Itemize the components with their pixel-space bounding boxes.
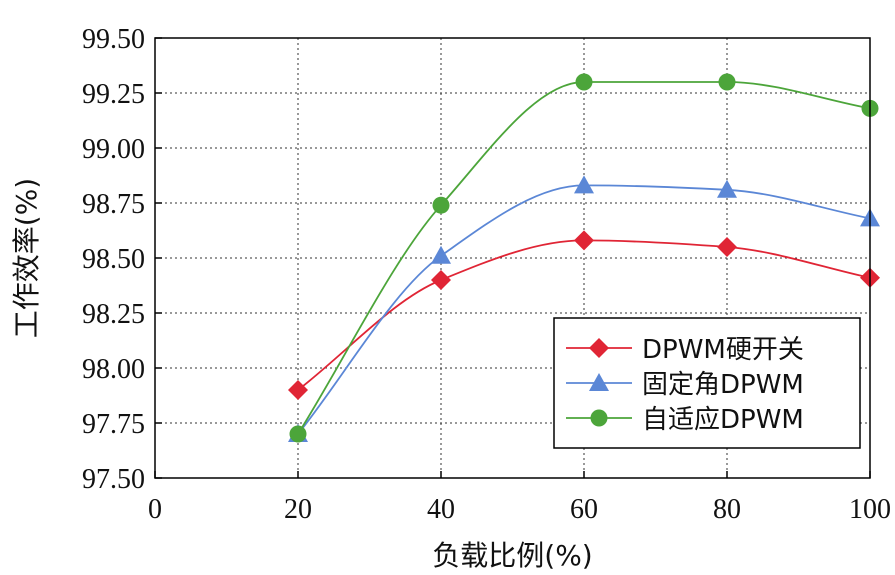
diamond-marker bbox=[717, 237, 737, 257]
triangle-marker bbox=[717, 179, 737, 198]
legend-label: DPWM硬开关 bbox=[642, 335, 804, 365]
triangle-marker bbox=[589, 373, 609, 391]
diamond-marker bbox=[574, 230, 594, 251]
x-axis-title: 负载比例(%) bbox=[432, 539, 592, 572]
y-tick-label: 97.75 bbox=[82, 409, 145, 440]
y-tick-label: 98.25 bbox=[82, 299, 145, 330]
triangle-marker bbox=[574, 175, 594, 194]
y-axis-title: 工作效率(%) bbox=[10, 178, 43, 338]
x-tick-label: 20 bbox=[284, 494, 312, 525]
circle-marker bbox=[575, 73, 593, 91]
diamond-marker bbox=[288, 380, 308, 400]
y-tick-label: 98.75 bbox=[82, 189, 145, 220]
axis-ticks: 0 20 40 60 80 100 97.50 97.75 98.00 98.25 98.50 98.… bbox=[82, 24, 891, 525]
x-tick-label: 0 bbox=[148, 494, 162, 525]
series-line bbox=[297, 184, 871, 435]
legend-label: 固定角DPWM bbox=[642, 370, 804, 400]
y-tick-label: 97.50 bbox=[82, 464, 145, 495]
legend-label: 自适应DPWM bbox=[642, 405, 804, 435]
circle-marker bbox=[718, 73, 736, 91]
series-line bbox=[297, 81, 871, 435]
series-layer bbox=[288, 73, 880, 443]
x-tick-label: 80 bbox=[713, 494, 741, 525]
circle-marker bbox=[289, 425, 307, 443]
y-tick-label: 99.00 bbox=[82, 134, 145, 165]
y-tick-label: 98.00 bbox=[82, 354, 145, 385]
circle-marker bbox=[590, 409, 608, 427]
diamond-marker bbox=[589, 338, 609, 358]
y-tick-label: 99.50 bbox=[82, 24, 145, 55]
y-tick-label: 99.25 bbox=[82, 79, 145, 110]
x-tick-label: 40 bbox=[427, 494, 455, 525]
triangle-marker bbox=[431, 245, 451, 264]
circle-marker bbox=[432, 196, 450, 214]
y-tick-label: 98.50 bbox=[82, 244, 145, 275]
x-tick-label: 100 bbox=[849, 494, 891, 525]
diamond-marker bbox=[431, 270, 451, 290]
x-tick-label: 60 bbox=[570, 494, 598, 525]
